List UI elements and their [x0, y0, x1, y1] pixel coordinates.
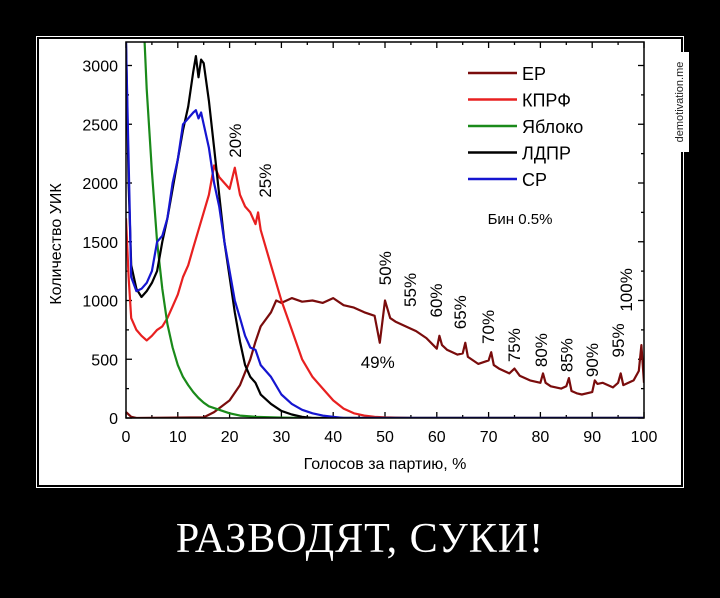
x-tick-label: 40 — [324, 429, 342, 446]
y-tick-label: 1500 — [82, 235, 118, 252]
x-tick-label: 90 — [583, 429, 601, 446]
legend-label: ЛДПР — [522, 144, 571, 164]
x-axis-label: Голосов за партию, % — [304, 456, 467, 473]
annotation-label: 95% — [609, 323, 628, 357]
annotation-label: 70% — [479, 310, 498, 344]
series-line-ЛДПР — [126, 42, 644, 418]
y-tick-label: 3000 — [82, 59, 118, 76]
legend-label: СР — [522, 170, 547, 190]
series-line-СР — [126, 42, 644, 418]
y-tick-label: 1000 — [82, 294, 118, 311]
series-line-КПРФ — [126, 164, 644, 418]
watermark-text: demotivation.me — [674, 61, 686, 143]
annotation-label: 60% — [427, 283, 446, 317]
legend-label: Яблоко — [522, 117, 583, 137]
annotation-label: 80% — [532, 333, 551, 367]
x-tick-label: 60 — [428, 429, 446, 446]
annotation-label: 75% — [505, 328, 524, 362]
poster-caption: РАЗВОДЯТ, СУКИ! — [175, 516, 545, 562]
annotation-label: 90% — [583, 343, 602, 377]
annotation-label: 50% — [376, 251, 395, 285]
legend-label: ЕР — [522, 64, 546, 84]
x-tick-label: 80 — [532, 429, 550, 446]
chart-panel — [39, 39, 681, 485]
annotation-label: 25% — [256, 164, 275, 198]
poster-frame — [36, 36, 684, 488]
series-line-ЕР — [126, 297, 644, 418]
y-axis-label: Количество УИК — [48, 183, 65, 305]
annotation-label: 55% — [401, 273, 420, 307]
annotation-label: 100% — [617, 268, 636, 311]
annotation-label: 49% — [361, 353, 395, 372]
y-tick-label: 2000 — [82, 176, 118, 193]
y-tick-label: 0 — [109, 411, 118, 428]
legend-label: КПРФ — [522, 91, 571, 111]
y-tick-label: 500 — [91, 352, 118, 369]
watermark: demotivation.me — [671, 52, 689, 152]
x-tick-label: 70 — [480, 429, 498, 446]
annotation-label: 20% — [226, 124, 245, 158]
annotation-label: 85% — [557, 338, 576, 372]
x-tick-label: 20 — [221, 429, 239, 446]
x-tick-label: 30 — [273, 429, 291, 446]
x-tick-label: 100 — [631, 429, 658, 446]
plot-frame — [125, 41, 645, 419]
x-tick-label: 0 — [122, 429, 131, 446]
y-tick-label: 2500 — [82, 117, 118, 134]
x-tick-label: 10 — [169, 429, 187, 446]
bin-note: Бин 0.5% — [488, 211, 553, 228]
annotation-label: 65% — [451, 295, 470, 329]
x-tick-label: 50 — [376, 429, 394, 446]
